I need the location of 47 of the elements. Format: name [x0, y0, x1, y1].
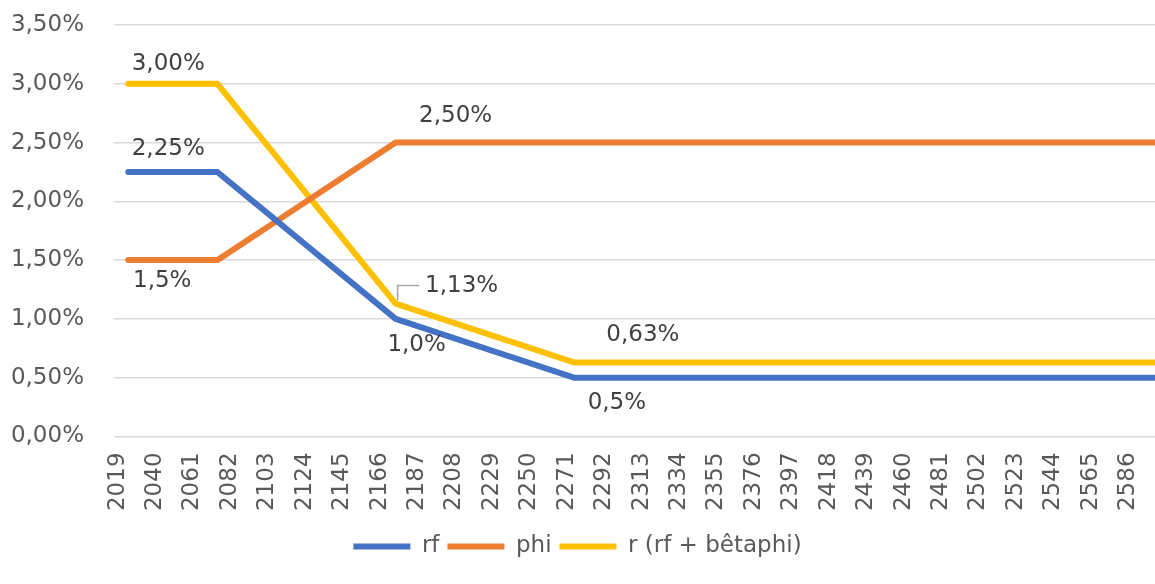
- y-tick-label: 3,00%: [10, 68, 84, 95]
- legend-label: r (rf + bêtaphi): [628, 531, 802, 558]
- annotation: 3,00%: [131, 48, 205, 75]
- x-tick-label: 2124: [289, 452, 316, 512]
- x-tick-label: 2292: [589, 452, 616, 512]
- x-tick-label: 2250: [514, 452, 541, 512]
- annotation: 2,25%: [131, 133, 205, 160]
- x-tick-label: 2418: [813, 452, 840, 512]
- x-tick-label: 2565: [1075, 452, 1102, 512]
- annotation: 0,63%: [606, 320, 680, 347]
- x-tick-label: 2313: [626, 452, 653, 512]
- x-tick-label: 2166: [364, 452, 391, 512]
- y-tick-label: 1,00%: [10, 303, 84, 330]
- x-tick-label: 2502: [963, 452, 990, 512]
- legend-label: rf: [421, 531, 441, 558]
- x-tick-label: 2229: [476, 452, 503, 512]
- x-tick-label: 2544: [1038, 452, 1065, 512]
- x-tick-label: 2334: [664, 452, 691, 512]
- y-tick-label: 2,00%: [10, 186, 84, 213]
- x-tick-label: 2271: [551, 452, 578, 512]
- x-tick-label: 2586: [1113, 452, 1140, 512]
- x-tick-label: 2523: [1000, 452, 1027, 512]
- y-tick-label: 1,50%: [10, 245, 84, 272]
- x-tick-label: 2376: [738, 452, 765, 512]
- annotation: 2,50%: [419, 100, 493, 127]
- y-tick-label: 2,50%: [10, 127, 84, 154]
- x-tick-label: 2481: [926, 452, 953, 512]
- x-tick-label: 2145: [327, 452, 354, 512]
- annotation: 1,5%: [133, 266, 192, 293]
- x-tick-label: 2355: [701, 452, 728, 512]
- x-tick-label: 2040: [139, 452, 166, 512]
- x-tick-label: 2061: [177, 452, 204, 512]
- x-tick-label: 2187: [402, 452, 428, 512]
- x-tick-label: 2082: [214, 452, 241, 512]
- annotation: 0,5%: [587, 387, 647, 414]
- annotation: 1,13%: [425, 270, 499, 297]
- x-tick-label: 2208: [439, 452, 466, 512]
- legend-label: phi: [515, 531, 552, 558]
- x-tick-label: 2439: [851, 452, 878, 512]
- y-tick-label: 0,00%: [10, 421, 84, 448]
- x-tick-label: 2460: [888, 452, 915, 512]
- x-tick-label: 2103: [252, 452, 279, 512]
- annotation: 1,0%: [387, 329, 446, 356]
- y-tick-label: 3,50%: [10, 9, 84, 36]
- y-tick-label: 0,50%: [10, 362, 84, 389]
- x-tick-label: 2019: [102, 452, 129, 512]
- x-tick-label: 2397: [776, 452, 803, 512]
